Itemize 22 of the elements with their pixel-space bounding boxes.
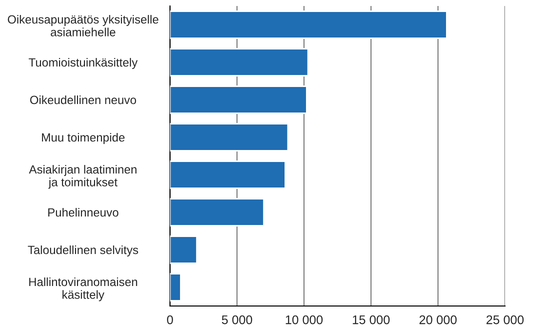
y-tick-label: Hallintoviranomaisen käsittely (29, 277, 138, 302)
x-tick-label: 0 (167, 315, 173, 324)
bar (170, 86, 308, 114)
y-tick-label: Taloudellinen selvitys (28, 245, 138, 256)
bar (170, 10, 448, 39)
y-tick-label: Oikeusapupäätös yksityiselle asiamiehelle (8, 14, 158, 36)
bar (170, 123, 289, 152)
x-tick-label: 15 000 (352, 315, 390, 324)
y-tick-label: Muu toimenpide (42, 132, 125, 144)
x-tick-label: 10 000 (286, 315, 323, 324)
bar (170, 236, 198, 264)
bar (170, 160, 286, 189)
bar (170, 273, 182, 302)
bar (170, 198, 264, 226)
y-tick-label: Asiakirjan laatiminen ja toimitukset (28, 164, 136, 189)
y-tick-label: Puhelinneuvo (48, 208, 118, 217)
x-tick-label: 20 000 (420, 315, 457, 324)
bar (170, 48, 309, 76)
y-tick-label: Oikeudellinen neuvo (30, 95, 136, 104)
x-tick-label: 5 000 (222, 315, 252, 324)
x-tick-label: 25 000 (486, 315, 524, 324)
y-tick-label: Tuomioistuinkäsittely (28, 58, 138, 69)
